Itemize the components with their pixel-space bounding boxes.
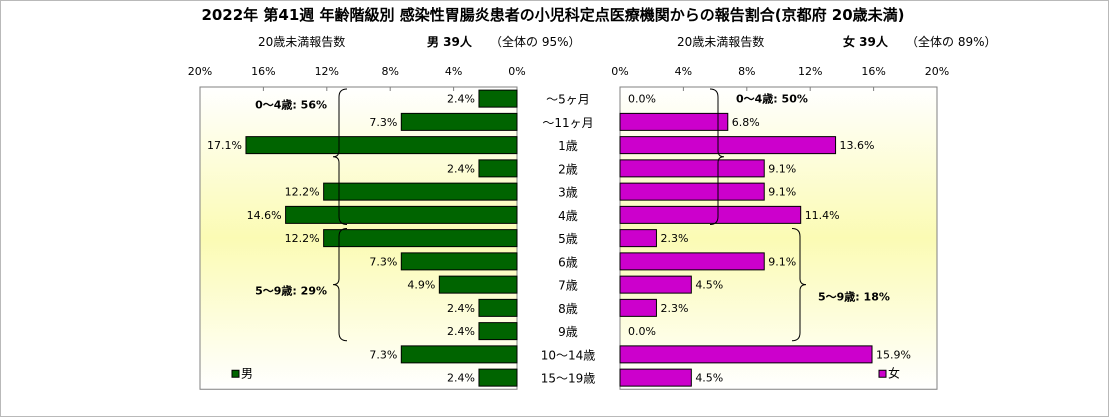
left-bar (478, 322, 518, 341)
category-label: 2歳 (558, 162, 578, 176)
left-bar-value-label: 7.3% (369, 348, 397, 361)
female-share-label: （全体の 89%） (906, 34, 997, 49)
left-bar (323, 229, 518, 248)
left-bar-value-label: 14.6% (247, 209, 282, 222)
right-bar (619, 229, 657, 248)
left-legend-label: 男 (241, 366, 253, 380)
category-label: 15～19歳 (541, 372, 596, 386)
left-axis-tick-label: 8% (381, 65, 398, 78)
left-bar (285, 205, 518, 224)
left-axis-tick-label: 16% (251, 65, 275, 78)
left-axis-tick-label: 20% (188, 65, 212, 78)
right-axis-tick-label: 12% (798, 65, 822, 78)
left-bar-value-label: 2.4% (447, 372, 475, 385)
category-label: 3歳 (558, 186, 578, 200)
category-label: 7歳 (558, 279, 578, 293)
left-bar (438, 275, 518, 294)
right-bar (619, 205, 802, 224)
left-group-label: 5～9歳: 29% (255, 283, 327, 297)
right-bar-value-label: 9.1% (768, 255, 796, 268)
right-bar-value-label: 13.6% (840, 139, 875, 152)
left-bar-value-label: 7.3% (369, 255, 397, 268)
male-count-label: 男 39人 (427, 34, 473, 49)
right-bar-value-label: 0.0% (628, 325, 656, 338)
left-bar (400, 252, 518, 271)
left-bar-value-label: 17.1% (207, 139, 242, 152)
right-bar (619, 275, 692, 294)
right-bar-value-label: 2.3% (660, 232, 688, 245)
left-legend-swatch (231, 369, 240, 378)
right-bar-value-label: 6.8% (732, 116, 760, 129)
left-axis-tick-label: 12% (315, 65, 339, 78)
left-bar (478, 89, 518, 108)
right-bar (619, 252, 765, 271)
right-legend-swatch (878, 369, 887, 378)
right-bar (619, 159, 765, 178)
right-bar-value-label: 9.1% (768, 162, 796, 175)
right-group-label: 5～9歳: 18% (818, 289, 890, 303)
right-bar-value-label: 4.5% (695, 372, 723, 385)
category-label: ～5ヶ月 (546, 93, 590, 107)
right-bar-value-label: 2.3% (660, 302, 688, 315)
right-bar (619, 368, 692, 387)
left-bar-value-label: 2.4% (447, 162, 475, 175)
left-bar (478, 159, 518, 178)
right-bar-value-label: 0.0% (628, 93, 656, 106)
left-bar (400, 345, 518, 364)
right-axis-tick-label: 20% (925, 65, 949, 78)
left-group-label: 0～4歳: 56% (255, 97, 327, 111)
left-group-brace (332, 88, 348, 225)
right-group-brace (791, 228, 807, 342)
left-bar-value-label: 2.4% (447, 325, 475, 338)
male-subtitle: 20歳未満報告数 (258, 34, 345, 49)
right-axis-tick-label: 8% (738, 65, 755, 78)
left-axis-tick-label: 0% (508, 65, 525, 78)
right-axis-tick-label: 16% (861, 65, 885, 78)
female-count-label: 女 39人 (843, 34, 889, 49)
category-label: 6歳 (558, 255, 578, 269)
chart-title: 2022年 第41週 年齢階級別 感染性胃腸炎患者の小児科定点医療機関からの報告… (201, 6, 904, 24)
right-group-label: 0～4歳: 50% (736, 92, 808, 106)
left-bar-value-label: 2.4% (447, 93, 475, 106)
right-bar (619, 182, 765, 201)
right-axis-tick-label: 4% (675, 65, 692, 78)
left-bar-value-label: 12.2% (285, 232, 320, 245)
category-label: 5歳 (558, 232, 578, 246)
right-bar-value-label: 11.4% (805, 209, 840, 222)
category-label: 1歳 (558, 139, 578, 153)
category-label: 4歳 (558, 209, 578, 223)
left-bar-value-label: 7.3% (369, 116, 397, 129)
left-group-brace (332, 228, 348, 342)
right-legend-label: 女 (888, 365, 900, 380)
left-bar (400, 112, 518, 131)
right-bar (619, 112, 729, 131)
left-bar (323, 182, 518, 201)
category-label: 8歳 (558, 302, 578, 316)
left-bar-value-label: 12.2% (285, 186, 320, 199)
right-bar-value-label: 15.9% (876, 348, 911, 361)
left-bar (478, 298, 518, 317)
right-bar-value-label: 9.1% (768, 186, 796, 199)
right-bar (619, 345, 873, 364)
right-bar (619, 136, 837, 155)
left-bar (478, 368, 518, 387)
left-bar-value-label: 4.9% (407, 279, 435, 292)
left-axis-tick-label: 4% (445, 65, 462, 78)
right-bar (619, 298, 657, 317)
category-label: 10～14歳 (541, 348, 596, 362)
right-axis-tick-label: 0% (611, 65, 628, 78)
category-label: ～11ヶ月 (542, 116, 593, 130)
category-label: 9歳 (558, 325, 578, 339)
left-bar (245, 136, 518, 155)
right-group-brace (709, 88, 725, 225)
right-bar-value-label: 4.5% (695, 279, 723, 292)
left-bar-value-label: 2.4% (447, 302, 475, 315)
male-share-label: （全体の 95%） (490, 34, 581, 49)
female-subtitle: 20歳未満報告数 (677, 34, 764, 49)
